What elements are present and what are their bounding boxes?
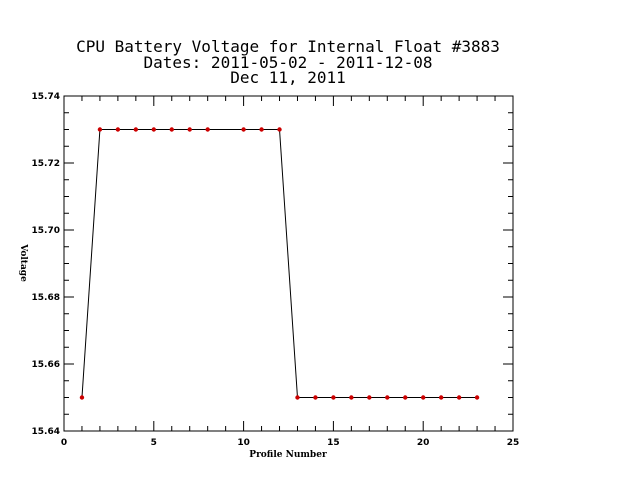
x-tick-label: 10: [237, 438, 250, 448]
data-point: [456, 395, 462, 400]
data-point: [187, 127, 192, 132]
y-tick-label: 15.66: [32, 360, 60, 370]
y-tick-label: 15.64: [32, 427, 60, 437]
x-tick-label: 25: [507, 438, 520, 448]
chart-title-line-3: Dec 11, 2011: [230, 68, 346, 87]
series-group: [79, 127, 480, 400]
data-point: [79, 395, 85, 400]
x-axis-label: Profile Number: [249, 450, 327, 460]
data-point: [438, 395, 444, 400]
x-tick-label: 5: [151, 438, 157, 448]
x-tick-label: 20: [417, 438, 430, 448]
data-point: [97, 127, 103, 132]
y-tick-label: 15.72: [32, 159, 60, 169]
data-point: [205, 127, 210, 132]
data-point: [367, 395, 372, 400]
x-tick-label: 15: [327, 438, 340, 448]
y-tick-label: 15.70: [32, 226, 60, 236]
chart-title-line-1: CPU Battery Voltage for Internal Float #…: [76, 37, 500, 56]
x-tick-labels: 0 5 10 15 20 25: [61, 438, 519, 448]
data-point: [241, 127, 246, 132]
data-point: [349, 395, 354, 400]
series-line: [81, 129, 478, 398]
y-tick-labels: 15.64 15.66 15.68 15.70 15.72 15.74: [32, 92, 60, 437]
data-point: [277, 127, 282, 132]
data-point: [313, 395, 318, 400]
data-point: [421, 395, 426, 400]
data-point: [133, 127, 139, 132]
y-axis-label: Voltage: [18, 243, 28, 282]
y-tick-label: 15.74: [32, 92, 60, 102]
y-tick-label: 15.68: [32, 293, 60, 303]
data-point: [385, 395, 390, 400]
tick-marks: [63, 95, 514, 432]
data-point: [169, 127, 174, 132]
data-point: [115, 127, 121, 132]
data-point: [403, 395, 408, 400]
data-point: [151, 127, 156, 132]
data-point: [474, 395, 480, 400]
x-tick-label: 0: [61, 438, 67, 448]
chart-title-line-2: Dates: 2011-05-02 - 2011-12-08: [144, 53, 433, 72]
data-point: [295, 395, 300, 400]
data-point: [331, 395, 336, 400]
data-point: [259, 127, 264, 132]
